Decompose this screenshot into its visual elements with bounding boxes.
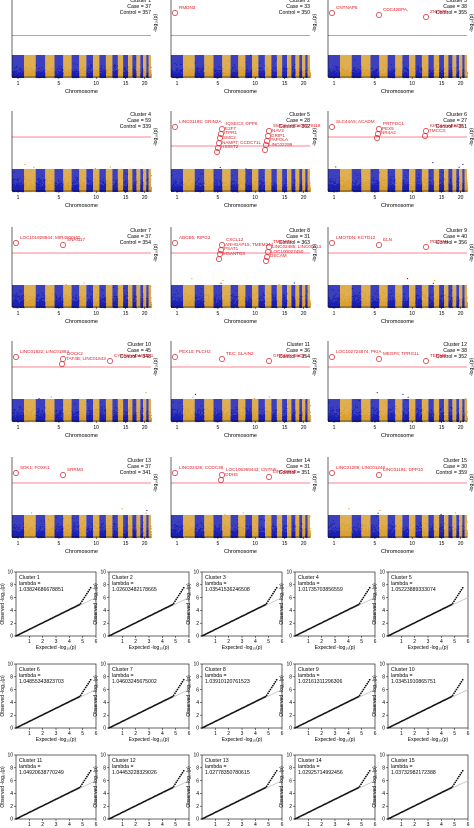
snp-band <box>36 55 46 77</box>
snp-band <box>72 55 80 77</box>
snp-band <box>55 55 64 77</box>
snp-band <box>45 55 54 77</box>
snp-band <box>12 55 24 77</box>
snp-band <box>63 55 71 77</box>
snp-band <box>24 55 36 77</box>
